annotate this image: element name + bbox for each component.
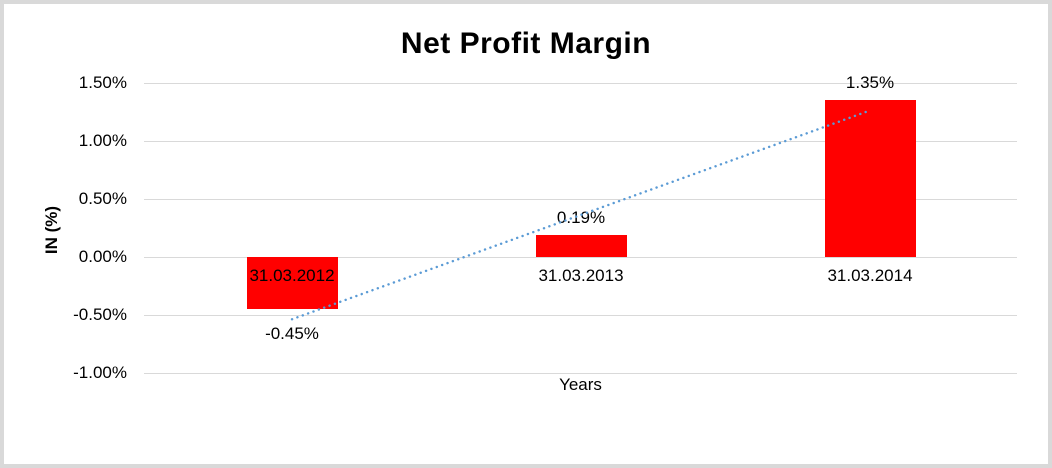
- data-label: 1.35%: [845, 73, 895, 93]
- category-label: 31.03.2014: [827, 266, 913, 285]
- y-tick-label: 1.50%: [78, 73, 127, 92]
- x-axis-title: Years: [559, 375, 602, 394]
- y-tick-label: 1.00%: [78, 131, 127, 150]
- data-label: -0.45%: [265, 324, 319, 344]
- category-label: 31.03.2013: [538, 266, 624, 285]
- y-tick-label: 0.50%: [78, 189, 127, 208]
- y-tick-label: 0.00%: [78, 247, 127, 266]
- gridline: [144, 315, 1017, 316]
- chart-title: Net Profit Margin: [400, 27, 652, 60]
- y-tick-label: -1.00%: [73, 363, 127, 382]
- bar: [535, 234, 627, 257]
- y-tick-label: -0.50%: [73, 305, 127, 324]
- gridline: [144, 83, 1017, 84]
- category-label: 31.03.2012: [249, 266, 335, 285]
- gridline: [144, 373, 1017, 374]
- y-axis-title: IN (%): [42, 205, 61, 255]
- bar: [824, 100, 916, 257]
- plot-area: 1.50% 1.00% 0.50% 0.00% -0.50% -1.00% 31.03.20…: [4, 4, 1048, 464]
- data-label: 0.19%: [556, 207, 606, 227]
